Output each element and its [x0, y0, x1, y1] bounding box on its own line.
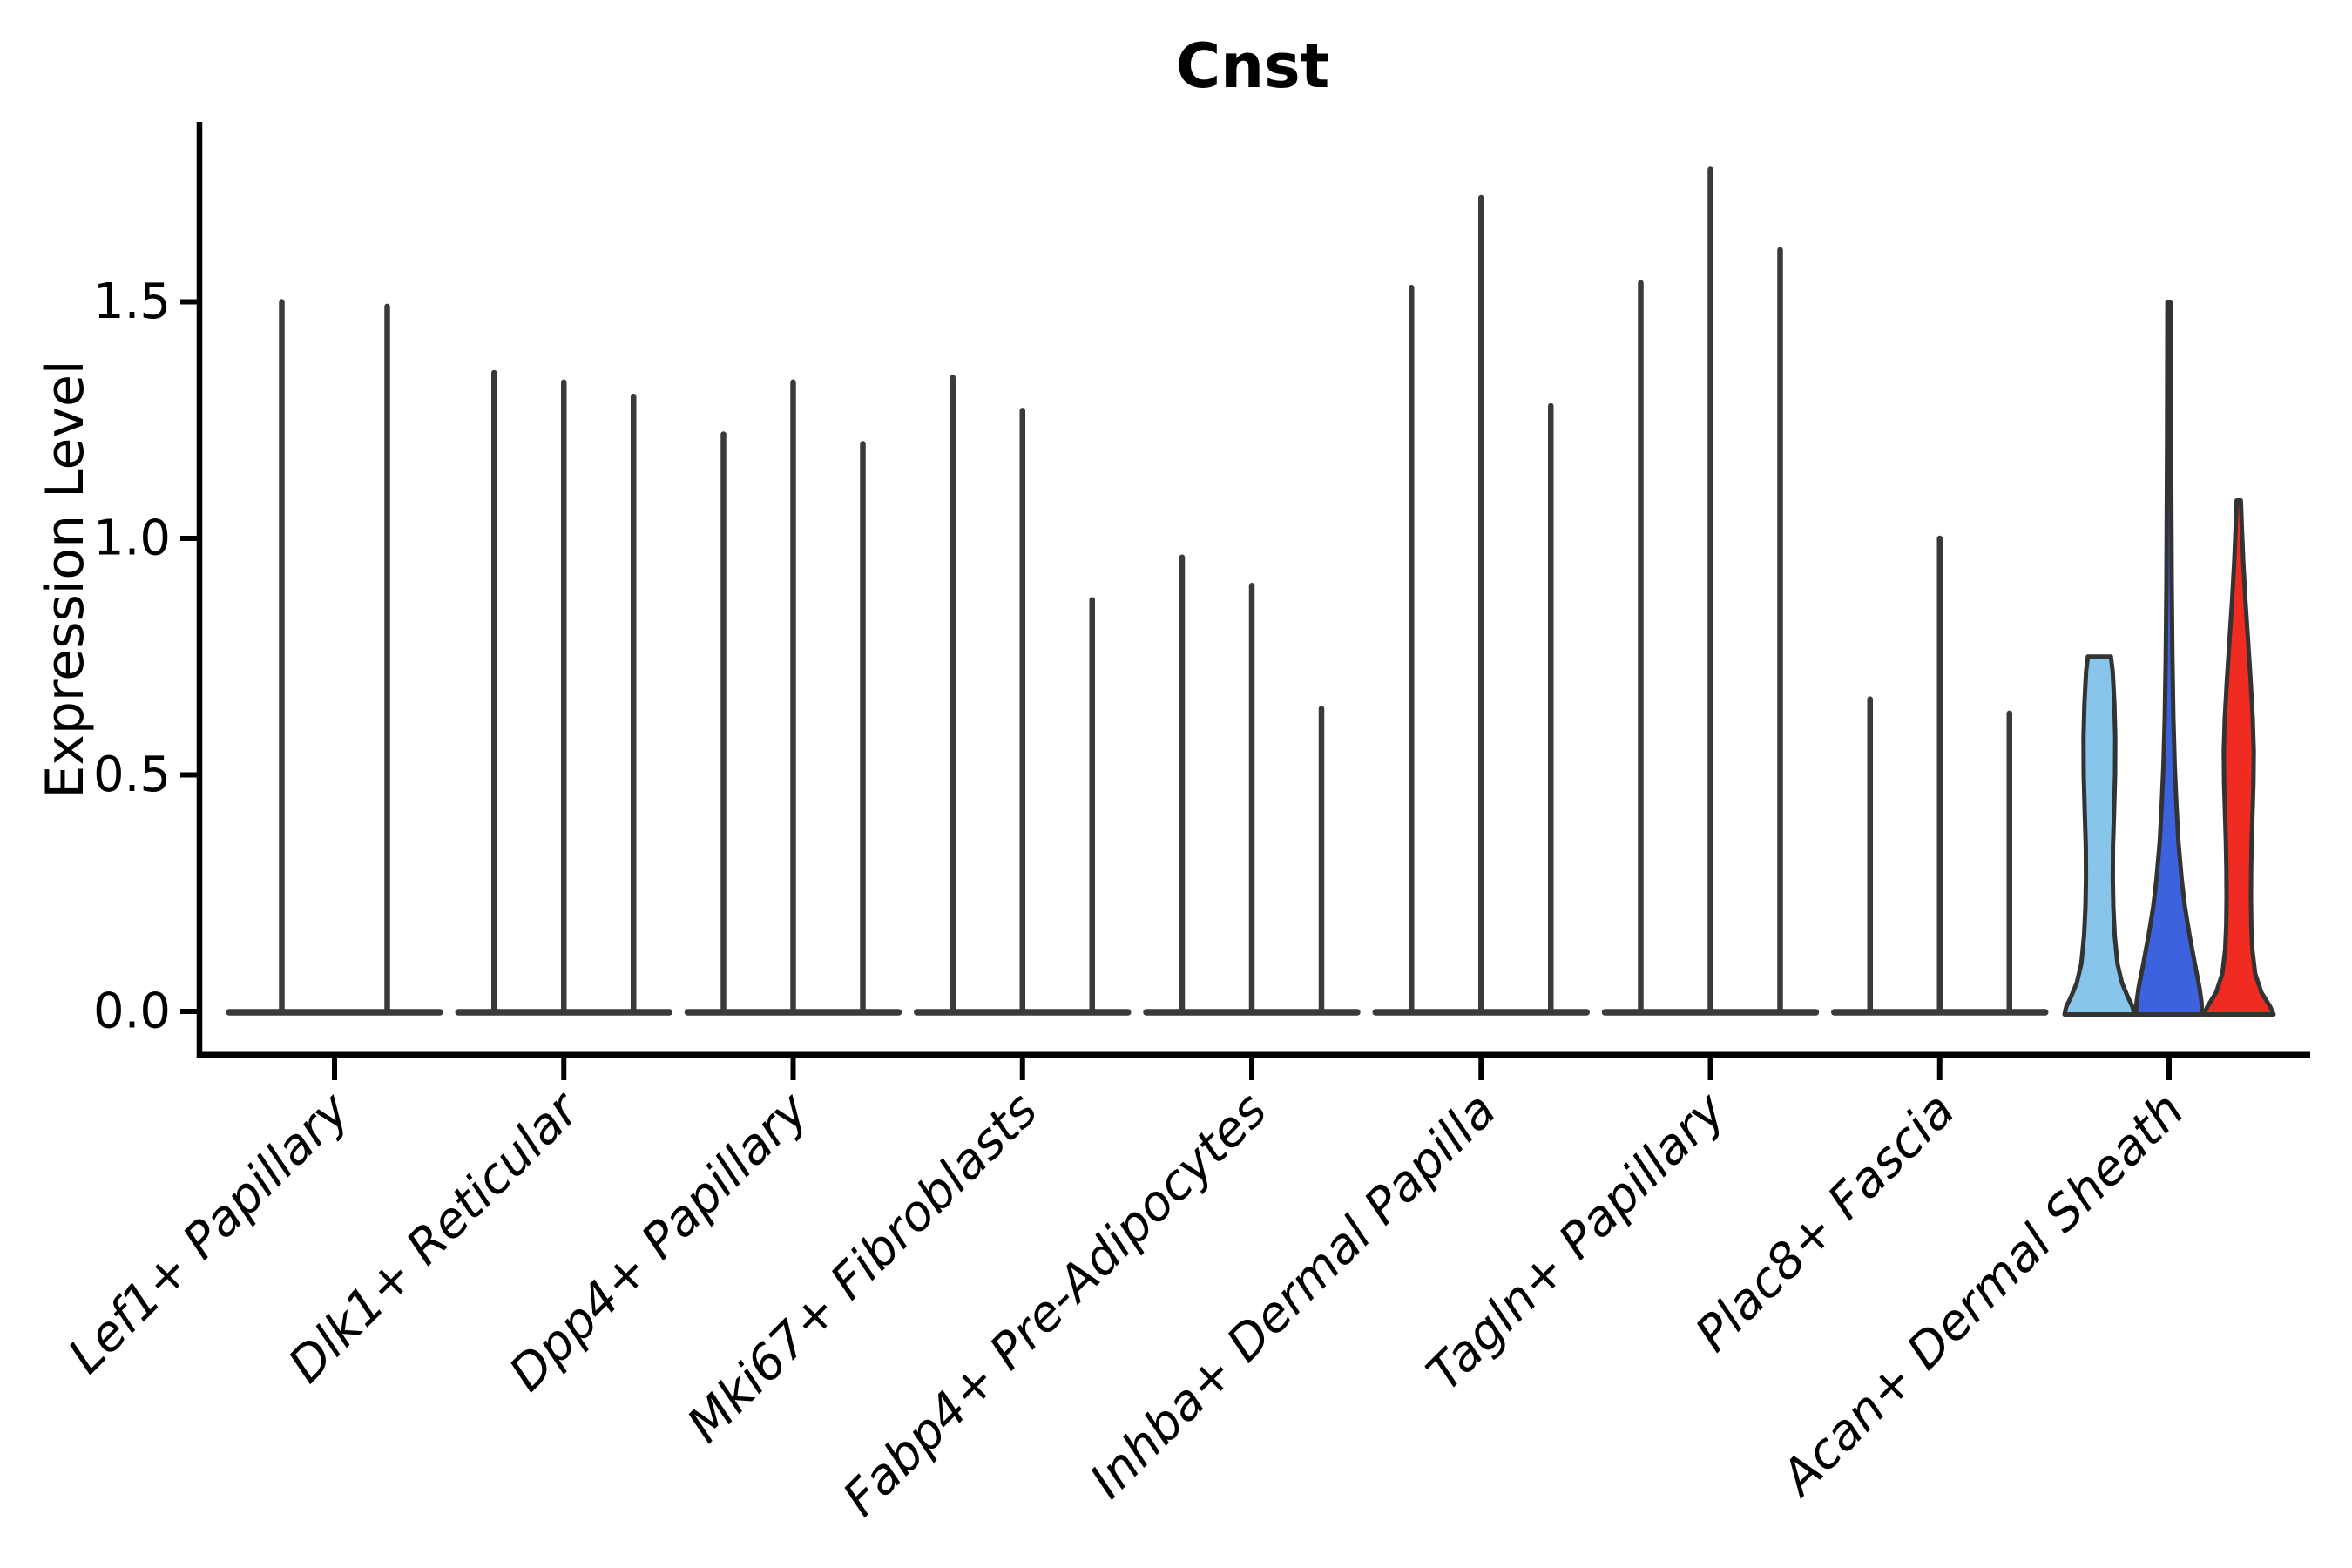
y-tick-label: 1.0	[93, 510, 171, 567]
y-axis-tick-labels: 0.0 0.5 1.0 1.5	[93, 274, 171, 1040]
x-tick-label: Acan+ Dermal Sheath	[1769, 1082, 2195, 1508]
chart-title: Cnst	[1176, 30, 1329, 102]
y-tick-label: 1.5	[93, 274, 171, 330]
y-tick-label: 0.5	[93, 747, 171, 803]
highlight-violin	[2133, 300, 2205, 1017]
highlight-violin	[2062, 654, 2137, 1017]
violin-plot-area	[226, 166, 2276, 1017]
x-tick-label: Inhba+ Dermal Papilla	[1079, 1082, 1507, 1510]
highlight-violin	[2201, 498, 2276, 1017]
x-axis-tick-labels: Lef1+ Papillary Dlk1+ Reticular Dpp4+ Pa…	[57, 1080, 2195, 1527]
x-tick-label: Fabp4+ Pre-Adipocytes	[833, 1082, 1278, 1527]
y-axis-label: Expression Level	[35, 360, 96, 798]
y-axis-ticks	[180, 299, 199, 1014]
y-tick-label: 0.0	[93, 983, 171, 1040]
x-axis-ticks	[332, 1058, 2172, 1080]
